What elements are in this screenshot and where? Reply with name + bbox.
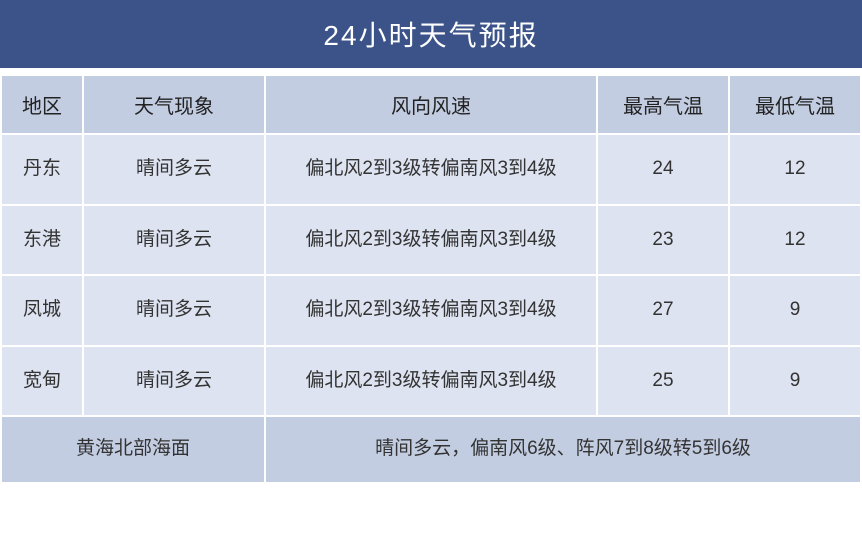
col-header-high: 最高气温 bbox=[598, 76, 728, 133]
table-row: 凤城 晴间多云 偏北风2到3级转偏南风3到4级 27 9 bbox=[2, 276, 860, 345]
cell-wind: 偏北风2到3级转偏南风3到4级 bbox=[266, 347, 596, 416]
forecast-table: 地区 天气现象 风向风速 最高气温 最低气温 丹东 晴间多云 偏北风2到3级转偏… bbox=[0, 74, 862, 484]
cell-wind: 偏北风2到3级转偏南风3到4级 bbox=[266, 276, 596, 345]
col-header-wind: 风向风速 bbox=[266, 76, 596, 133]
cell-low: 12 bbox=[730, 135, 860, 204]
cell-weather: 晴间多云 bbox=[84, 206, 264, 275]
cell-high: 27 bbox=[598, 276, 728, 345]
cell-low: 12 bbox=[730, 206, 860, 275]
cell-high: 24 bbox=[598, 135, 728, 204]
cell-wind: 偏北风2到3级转偏南风3到4级 bbox=[266, 135, 596, 204]
cell-region: 凤城 bbox=[2, 276, 82, 345]
table-header-row: 地区 天气现象 风向风速 最高气温 最低气温 bbox=[2, 76, 860, 133]
table-row: 丹东 晴间多云 偏北风2到3级转偏南风3到4级 24 12 bbox=[2, 135, 860, 204]
col-header-low: 最低气温 bbox=[730, 76, 860, 133]
cell-high: 25 bbox=[598, 347, 728, 416]
footer-text: 晴间多云，偏南风6级、阵风7到8级转5到6级 bbox=[266, 417, 860, 482]
footer-label: 黄海北部海面 bbox=[2, 417, 264, 482]
cell-weather: 晴间多云 bbox=[84, 347, 264, 416]
cell-weather: 晴间多云 bbox=[84, 276, 264, 345]
cell-region: 宽甸 bbox=[2, 347, 82, 416]
cell-region: 丹东 bbox=[2, 135, 82, 204]
cell-weather: 晴间多云 bbox=[84, 135, 264, 204]
table-row: 宽甸 晴间多云 偏北风2到3级转偏南风3到4级 25 9 bbox=[2, 347, 860, 416]
cell-wind: 偏北风2到3级转偏南风3到4级 bbox=[266, 206, 596, 275]
cell-high: 23 bbox=[598, 206, 728, 275]
title-bar: 24小时天气预报 bbox=[0, 0, 862, 68]
cell-region: 东港 bbox=[2, 206, 82, 275]
col-header-region: 地区 bbox=[2, 76, 82, 133]
cell-low: 9 bbox=[730, 276, 860, 345]
table-row: 东港 晴间多云 偏北风2到3级转偏南风3到4级 23 12 bbox=[2, 206, 860, 275]
weather-forecast-table: 24小时天气预报 地区 天气现象 风向风速 最高气温 最低气温 丹东 晴间多云 … bbox=[0, 0, 862, 557]
page-title: 24小时天气预报 bbox=[323, 20, 538, 51]
col-header-weather: 天气现象 bbox=[84, 76, 264, 133]
table-footer-row: 黄海北部海面 晴间多云，偏南风6级、阵风7到8级转5到6级 bbox=[2, 417, 860, 482]
cell-low: 9 bbox=[730, 347, 860, 416]
